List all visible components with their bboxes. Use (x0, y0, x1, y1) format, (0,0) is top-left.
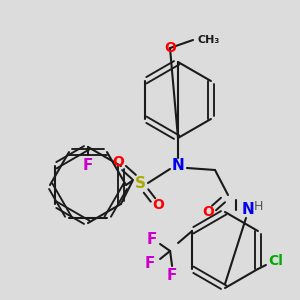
Text: F: F (167, 268, 177, 284)
Text: H: H (253, 200, 263, 214)
Text: N: N (172, 158, 184, 172)
Text: F: F (145, 256, 155, 271)
Text: O: O (152, 198, 164, 212)
Text: CH₃: CH₃ (197, 35, 219, 45)
Text: O: O (112, 155, 124, 169)
Text: O: O (164, 41, 176, 55)
Text: F: F (147, 232, 157, 247)
Text: O: O (202, 205, 214, 219)
Text: F: F (83, 158, 93, 172)
Text: S: S (134, 176, 146, 190)
Text: N: N (242, 202, 254, 217)
Text: Cl: Cl (268, 254, 283, 268)
